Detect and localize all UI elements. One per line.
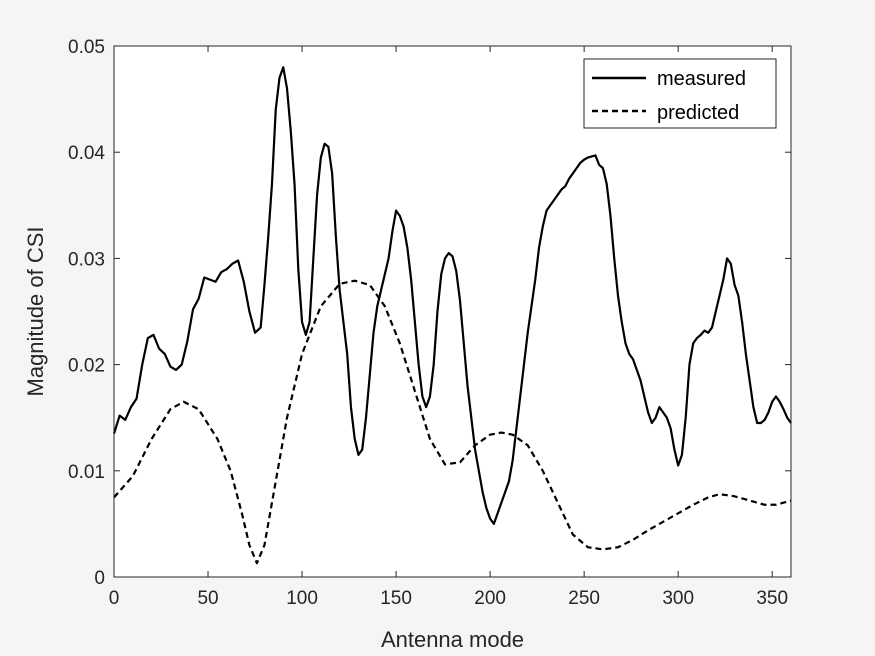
x-tick-label: 300 (662, 588, 694, 609)
x-tick-label: 0 (109, 588, 120, 609)
x-tick-label: 50 (197, 588, 218, 609)
series-line-predicted (113, 279, 792, 565)
x-axis-ticks: 0 50 100 150 200 250 300 350 (109, 46, 788, 609)
legend: measured predicted (583, 58, 777, 129)
x-tick-label: 150 (380, 588, 412, 609)
y-tick-label: 0.03 (68, 249, 105, 270)
y-tick-label: 0 (94, 568, 105, 589)
y-tick-label: 0.05 (68, 37, 105, 58)
legend-box (583, 58, 777, 129)
x-tick-label: 250 (568, 588, 600, 609)
x-tick-label: 350 (756, 588, 788, 609)
series-layer (112, 66, 792, 565)
y-axis-label: Magnitude of CSI (23, 227, 48, 397)
y-axis-ticks: 0 0.01 0.02 0.03 0.04 0.05 (68, 37, 791, 589)
x-tick-label: 100 (286, 588, 318, 609)
axes-box (113, 45, 792, 578)
x-axis-label: Antenna mode (381, 627, 524, 652)
legend-label-predicted: predicted (657, 102, 739, 124)
y-tick-label: 0.04 (68, 143, 105, 164)
series-line-measured (112, 66, 792, 525)
y-tick-label: 0.02 (68, 356, 105, 377)
plot-area (114, 46, 791, 577)
x-tick-label: 200 (474, 588, 506, 609)
legend-label-measured: measured (657, 68, 746, 90)
y-tick-label: 0.01 (68, 462, 105, 483)
